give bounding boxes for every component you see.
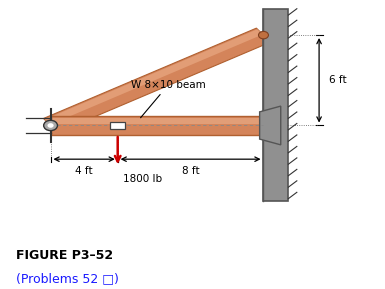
Text: 6 ft: 6 ft (329, 75, 346, 85)
Bar (263, 9, 288, 201)
Circle shape (47, 123, 54, 128)
Text: 4 ft: 4 ft (75, 166, 93, 176)
Bar (52, 118, 261, 124)
Polygon shape (259, 106, 281, 145)
Text: W 8×10 beam: W 8×10 beam (131, 79, 206, 118)
Polygon shape (45, 29, 263, 125)
Polygon shape (44, 28, 271, 132)
Circle shape (258, 32, 268, 39)
Circle shape (44, 120, 57, 131)
Text: (Problems 52 □): (Problems 52 □) (16, 272, 119, 285)
Bar (110, 122, 125, 129)
Text: FIGURE P3–52: FIGURE P3–52 (16, 249, 113, 262)
Bar (50, 116, 263, 135)
Text: 1800 lb: 1800 lb (124, 174, 162, 184)
Text: 8 ft: 8 ft (182, 166, 199, 176)
